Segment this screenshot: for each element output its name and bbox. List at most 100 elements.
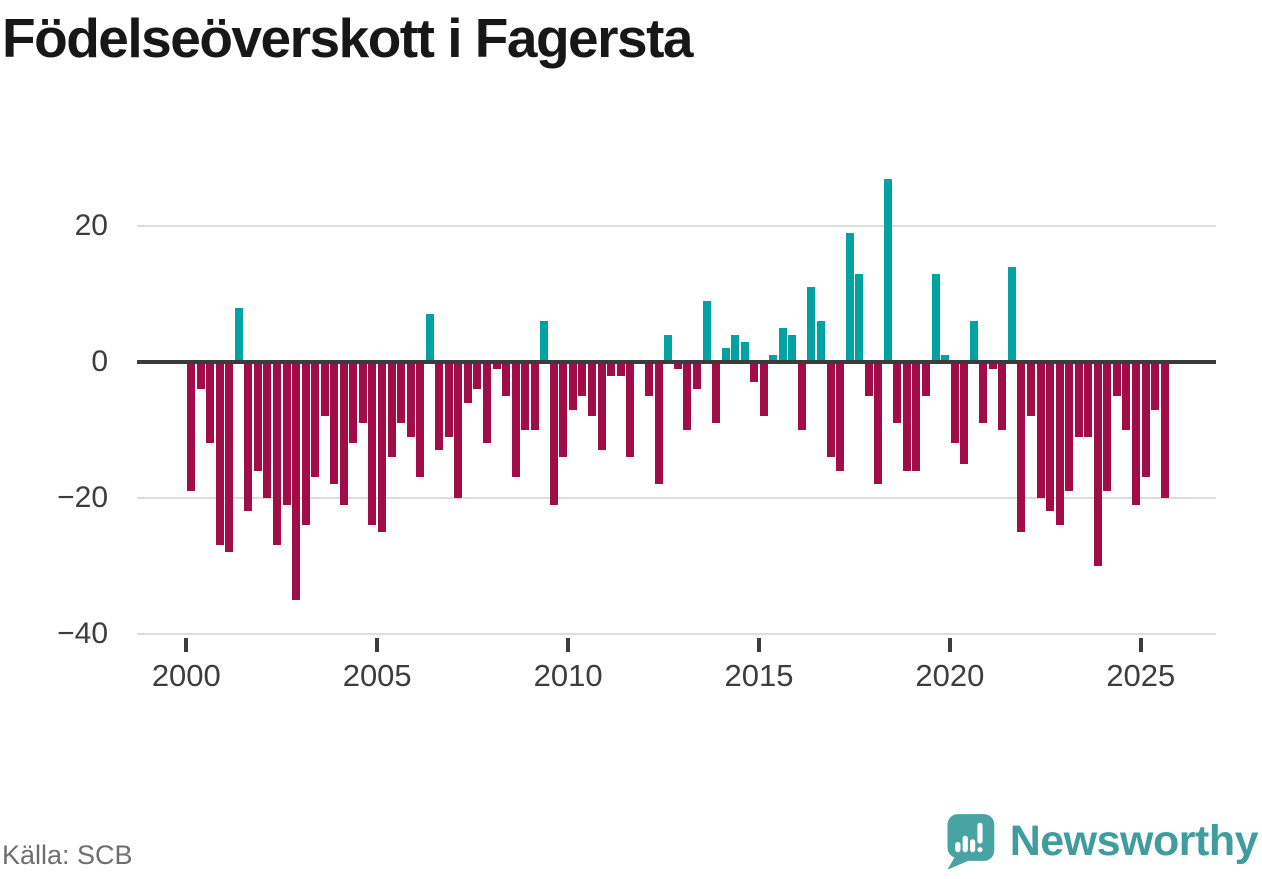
bar-2006Q2 xyxy=(425,314,434,362)
bar-2003Q4 xyxy=(330,362,339,485)
x-axis-label: 2000 xyxy=(151,658,221,693)
bar-2019Q4 xyxy=(941,355,950,362)
bar-2013Q2 xyxy=(692,362,701,390)
gridline xyxy=(137,225,1216,228)
bar-2018Q4 xyxy=(902,362,911,471)
bar-2009Q2 xyxy=(540,321,549,362)
bar-2001Q2 xyxy=(234,307,243,362)
bar-2001Q1 xyxy=(225,362,234,553)
bar-2012Q2 xyxy=(654,362,663,485)
bar-2024Q2 xyxy=(1112,362,1121,396)
bar-2010Q3 xyxy=(587,362,596,417)
newsworthy-logo[interactable]: Newsworthy xyxy=(944,812,1259,870)
bar-2005Q3 xyxy=(397,362,406,424)
bar-2024Q1 xyxy=(1103,362,1112,492)
bar-2005Q1 xyxy=(377,362,386,532)
bar-2020Q2 xyxy=(960,362,969,464)
bar-2019Q3 xyxy=(931,273,940,362)
bar-2023Q4 xyxy=(1093,362,1102,566)
bar-2017Q1 xyxy=(836,362,845,471)
x-axis-tick xyxy=(757,638,761,652)
bar-2013Q3 xyxy=(702,300,711,362)
zero-line xyxy=(137,360,1216,364)
x-axis-tick xyxy=(375,638,380,652)
x-axis-tick xyxy=(184,638,189,652)
newsworthy-logo-text: Newsworthy xyxy=(1009,816,1259,865)
x-axis-tick xyxy=(566,638,571,652)
bar-2002Q2 xyxy=(272,362,281,546)
bar-2004Q3 xyxy=(358,362,367,424)
bar-2006Q4 xyxy=(444,362,453,437)
x-axis-tick xyxy=(947,638,952,652)
bar-2022Q1 xyxy=(1027,362,1036,417)
bar-2012Q1 xyxy=(645,362,654,396)
bar-2007Q1 xyxy=(454,362,463,498)
bar-2017Q4 xyxy=(864,362,873,396)
logo-mini-bars xyxy=(954,822,983,853)
bar-2015Q4 xyxy=(788,334,797,362)
bar-2010Q2 xyxy=(578,362,587,396)
bar-2019Q1 xyxy=(912,362,921,471)
bar-2003Q3 xyxy=(320,362,329,417)
bar-2013Q1 xyxy=(683,362,692,430)
bar-2023Q2 xyxy=(1074,362,1083,437)
source-note: Källa: SCB xyxy=(2,840,133,870)
bar-2016Q4 xyxy=(826,362,835,458)
bar-2022Q3 xyxy=(1046,362,1055,512)
bar-2007Q4 xyxy=(482,362,491,444)
bar-2020Q1 xyxy=(950,362,959,444)
bar-2010Q1 xyxy=(568,362,577,410)
bar-2000Q2 xyxy=(196,362,205,390)
bar-2021Q2 xyxy=(998,362,1007,430)
bar-2013Q4 xyxy=(712,362,721,424)
bar-2017Q3 xyxy=(855,273,864,362)
x-axis-label: 2020 xyxy=(915,658,985,693)
bar-2008Q4 xyxy=(521,362,530,430)
bar-2024Q3 xyxy=(1122,362,1131,430)
bar-2020Q4 xyxy=(979,362,988,424)
bar-2022Q4 xyxy=(1055,362,1064,525)
bar-2011Q2 xyxy=(616,362,625,376)
bar-2018Q3 xyxy=(893,362,902,424)
bar-2006Q1 xyxy=(416,362,425,478)
bar-2016Q1 xyxy=(797,362,806,430)
bar-2011Q3 xyxy=(626,362,635,458)
bar-2002Q1 xyxy=(263,362,272,498)
newsworthy-logo-icon xyxy=(947,814,994,870)
bar-2007Q2 xyxy=(463,362,472,403)
y-axis-label: −20 xyxy=(57,480,108,514)
bar-2004Q1 xyxy=(339,362,348,505)
bar-2008Q3 xyxy=(511,362,520,478)
gridline xyxy=(137,496,1216,499)
bar-2019Q2 xyxy=(922,362,931,396)
x-axis-label: 2025 xyxy=(1106,658,1176,693)
bar-2009Q1 xyxy=(530,362,539,430)
y-axis-label: 20 xyxy=(74,209,108,243)
bar-2015Q3 xyxy=(778,328,787,362)
bar-2008Q1 xyxy=(492,362,501,369)
bar-2025Q2 xyxy=(1151,362,1160,410)
y-axis-label: 0 xyxy=(91,345,108,378)
bar-2015Q1 xyxy=(759,362,768,417)
bar-2001Q4 xyxy=(253,362,262,471)
bar-2012Q3 xyxy=(664,334,673,362)
bar-2014Q3 xyxy=(740,341,749,362)
gridline xyxy=(137,632,1216,635)
bar-2020Q3 xyxy=(969,321,978,362)
bar-2009Q4 xyxy=(559,362,568,458)
bar-2004Q4 xyxy=(368,362,377,525)
bar-2009Q3 xyxy=(549,362,558,505)
x-axis-label: 2010 xyxy=(533,658,603,693)
bar-2010Q4 xyxy=(597,362,606,451)
bar-2021Q4 xyxy=(1017,362,1026,532)
bar-2000Q3 xyxy=(206,362,215,444)
bar-2021Q1 xyxy=(988,362,997,369)
bar-2000Q4 xyxy=(215,362,224,546)
bar-2014Q1 xyxy=(721,348,730,362)
bar-2004Q2 xyxy=(349,362,358,444)
bar-2018Q1 xyxy=(874,362,883,485)
bar-2014Q4 xyxy=(750,362,759,383)
bar-2008Q2 xyxy=(502,362,511,396)
